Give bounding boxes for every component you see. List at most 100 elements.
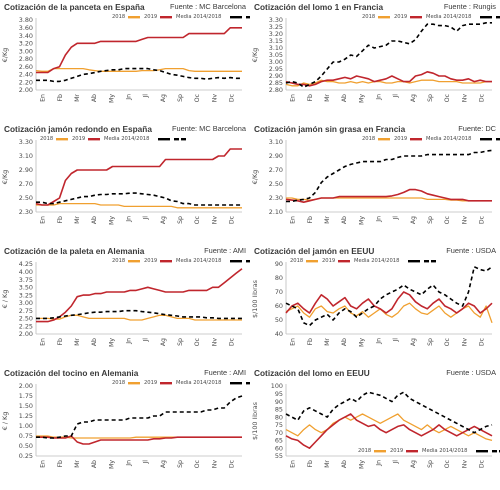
chart-title: Cotización de la paleta en Alemania	[4, 246, 145, 256]
legend-swatch	[496, 16, 500, 19]
x-tick-label: Mr	[324, 94, 331, 102]
legend-swatch	[480, 138, 492, 141]
legend-label: 2019	[390, 448, 403, 454]
y-tick-label: 2.90	[269, 72, 283, 80]
legend: 2018 2019 Media 2014/2018	[362, 136, 500, 142]
chart-title: Cotización del lomo 1 en Francia	[254, 2, 384, 12]
series-line-2018	[285, 413, 493, 442]
legend: 2018 2019 Media 2014/2018	[362, 14, 500, 20]
chart-source: Fuente : MC Barcelona	[170, 2, 246, 11]
y-axis-label: € / Kg	[1, 290, 9, 309]
y-tick-label: 0.25	[19, 452, 33, 460]
chart-panel: Cotización del jamón en EEUU Fuente : US…	[250, 244, 500, 366]
y-tick-label: 70	[275, 288, 283, 296]
y-tick-label: 2.90	[19, 166, 33, 174]
chart-panel: Cotización del tocino en Alemania Fuente…	[0, 366, 250, 488]
x-tick-label: Mr	[74, 216, 81, 224]
chart-source: Fuente : AMI	[204, 246, 246, 255]
x-tick-label: Sp	[427, 460, 434, 468]
x-tick-label: Dc	[478, 93, 485, 102]
x-tick-label: Ag	[410, 94, 417, 102]
legend-swatch	[378, 138, 390, 141]
x-tick-label: Fb	[57, 216, 64, 224]
x-tick-label: Dc	[228, 337, 235, 346]
y-tick-label: 2.10	[269, 208, 283, 216]
x-tick-label: Jn	[125, 338, 132, 345]
legend-label: 2019	[72, 136, 85, 142]
legend-swatch	[496, 138, 500, 141]
chart-title: Cotización del jamón en EEUU	[254, 246, 375, 256]
y-tick-label: 50	[275, 316, 283, 324]
y-tick-label: 3.20	[19, 40, 33, 48]
x-tick-label: Jn	[375, 94, 382, 101]
legend-label: 2019	[322, 258, 335, 264]
y-tick-label: 3.25	[269, 23, 283, 31]
legend-label: Media 2014/2018	[354, 258, 399, 264]
y-axis-label: € / Kg	[1, 412, 9, 431]
legend-label: 2019	[144, 258, 157, 264]
chart-plot: 0.25 0.50 0.75 1.00 1.25 1.50 1.75 2.00 € / Kg En…	[1, 380, 250, 469]
x-tick-label: Ab	[341, 216, 348, 224]
legend-label: 2019	[394, 14, 407, 20]
x-tick-label: Fb	[307, 338, 314, 346]
legend-swatch	[306, 260, 318, 263]
y-tick-label: 3.05	[269, 51, 283, 59]
legend-label: Media 2014/2018	[104, 136, 149, 142]
x-tick-label: My	[108, 94, 115, 103]
legend-swatch	[88, 138, 100, 141]
legend-swatch	[128, 382, 140, 385]
legend-swatch	[476, 450, 488, 453]
chart-title: Cotización jamón sin grasa en Francia	[254, 124, 406, 134]
legend-swatch	[406, 450, 418, 453]
x-tick-label: Oc	[444, 215, 451, 224]
y-tick-label: 2.50	[269, 180, 283, 188]
y-tick-label: 80	[275, 413, 283, 421]
chart-source: Fuente : Rungis	[443, 2, 496, 11]
x-tick-label: En	[290, 216, 297, 224]
x-tick-label: Fb	[57, 338, 64, 346]
x-tick-label: Sp	[177, 216, 184, 224]
x-tick-label: Sp	[427, 338, 434, 346]
y-tick-label: 3.20	[269, 30, 283, 38]
y-tick-label: 1.50	[19, 402, 33, 410]
x-tick-label: Ag	[410, 216, 417, 224]
x-tick-label: Ab	[91, 460, 98, 468]
x-tick-label: Ab	[341, 338, 348, 346]
series-line-2019	[36, 435, 242, 445]
x-tick-label: My	[108, 460, 115, 469]
y-tick-label: 0.50	[19, 442, 33, 450]
x-tick-label: En	[290, 460, 297, 468]
x-tick-label: Oc	[194, 215, 201, 224]
y-tick-label: 55	[275, 452, 283, 460]
x-tick-label: Dc	[478, 337, 485, 346]
legend: 2018 2019 Media 2014/2018	[40, 136, 186, 142]
chart-panel: Cotización de la paleta en Alemania Fuen…	[0, 244, 250, 366]
y-tick-label: 90	[275, 260, 283, 268]
series-line-2019	[285, 71, 492, 87]
x-tick-label: En	[290, 338, 297, 346]
y-tick-label: 2.75	[19, 307, 33, 315]
x-tick-label: Nv	[211, 94, 218, 103]
y-tick-label: 1.75	[19, 392, 33, 400]
legend-swatch	[174, 138, 179, 141]
legend-label: 2018	[358, 448, 371, 454]
series-line-2019	[35, 148, 242, 206]
legend-label: Media 2014/2018	[426, 14, 471, 20]
y-tick-label: 3.10	[19, 152, 33, 160]
x-tick-label: Mr	[324, 216, 331, 224]
legend-swatch	[246, 260, 250, 263]
x-tick-label: Mr	[74, 94, 81, 102]
x-tick-label: Mr	[74, 338, 81, 346]
legend-label: 2019	[144, 14, 157, 20]
y-tick-label: 90	[275, 398, 283, 406]
x-tick-label: Fb	[57, 460, 64, 468]
chart-source: Fuente: DC	[458, 124, 496, 133]
x-tick-label: Oc	[444, 93, 451, 102]
x-tick-label: Oc	[444, 459, 451, 468]
chart-plot: 2.30 2.50 2.70 2.90 3.10 3.30 €/Kg En Fb Mr Ab My Jn…	[1, 136, 242, 225]
x-tick-label: Ag	[410, 460, 417, 468]
y-tick-label: 2.60	[19, 63, 33, 71]
legend-label: 2019	[144, 380, 157, 386]
chart-panel: Cotización del lomo en EEUU Fuente : USD…	[250, 366, 500, 488]
